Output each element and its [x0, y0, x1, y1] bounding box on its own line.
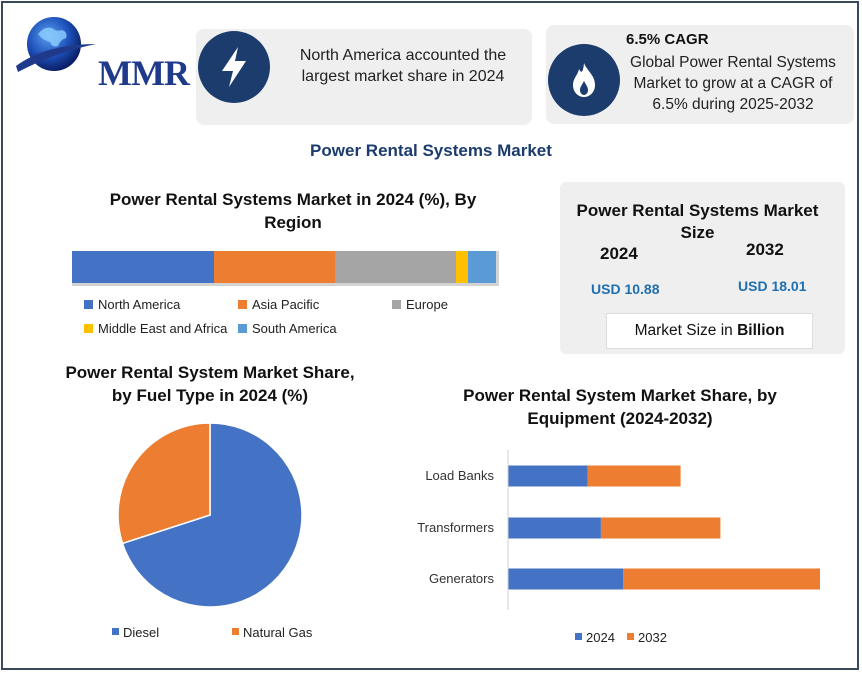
fuel-pie-chart: Diesel Natural Gas	[112, 422, 313, 640]
highlight-cagr: 6.5% CAGR Global Power Rental Systems Ma…	[546, 25, 854, 124]
market-size-title: Power Rental Systems Market Size	[576, 201, 819, 242]
region-stacked-bar	[72, 251, 499, 286]
legend-swatch	[238, 324, 247, 333]
market-size-panel: Power Rental Systems Market Size 2024 20…	[560, 182, 845, 354]
legend-label: Europe	[406, 297, 448, 312]
equipment-legend-swatch	[627, 633, 634, 640]
region-segment-north-america	[72, 251, 215, 283]
logo-text: MMR	[98, 53, 190, 93]
pie-slice-natural-gas	[117, 422, 211, 545]
cagr-text: Global Power Rental Systems Market to gr…	[630, 54, 836, 113]
legend-swatch	[392, 300, 401, 309]
equipment-chart-title: Power Rental System Market Share, by Equ…	[463, 386, 777, 428]
region-legend-item: Middle East and Africa	[84, 321, 227, 336]
lightning-icon	[198, 31, 270, 103]
region-segment-south-america	[468, 251, 496, 283]
mmr-logo: MMR	[14, 14, 190, 93]
page-title: Power Rental Systems Market	[310, 141, 552, 160]
unit-bold: Billion	[737, 322, 785, 339]
unit-prefix: Market Size in	[634, 322, 738, 339]
equipment-bar-2024	[508, 568, 624, 590]
value-2024: USD 10.88	[591, 281, 660, 297]
equipment-bar-2024	[508, 465, 588, 487]
equipment-legend-label: 2024	[586, 630, 615, 645]
region-segment-middle-east-and-africa	[455, 251, 469, 283]
globe-icon	[16, 17, 96, 72]
pie-legend-label: Diesel	[123, 625, 159, 640]
legend-label: Middle East and Africa	[98, 321, 228, 336]
region-legend-item: Asia Pacific	[238, 297, 319, 312]
equipment-category-label: Generators	[429, 571, 495, 586]
year-2032-label: 2032	[746, 240, 784, 259]
highlight-text: North America accounted the largest mark…	[299, 47, 507, 85]
legend-swatch	[84, 324, 93, 333]
pie-slice-diesel	[121, 422, 303, 608]
region-legend-item: North America	[84, 297, 180, 312]
legend-swatch	[238, 300, 247, 309]
equipment-bar-2032	[623, 568, 820, 590]
legend-label: North America	[98, 297, 181, 312]
region-chart-title: Power Rental Systems Market in 2024 (%),…	[109, 190, 477, 232]
region-legend-item: South America	[238, 321, 337, 336]
equipment-bar-2024	[508, 517, 601, 539]
fuel-chart-title: Power Rental System Market Share, by Fue…	[65, 363, 355, 405]
equipment-category-label: Transformers	[417, 520, 494, 535]
equipment-category-label: Load Banks	[425, 468, 494, 483]
flame-icon	[548, 44, 620, 116]
year-2024-label: 2024	[600, 244, 638, 263]
region-segment-europe	[334, 251, 456, 283]
pie-legend-swatch	[112, 628, 119, 635]
region-legend-item: Europe	[392, 297, 448, 312]
equipment-legend-label: 2032	[638, 630, 667, 645]
unit-label: Market Size in Billion	[606, 313, 813, 349]
equipment-bar-2032	[587, 465, 681, 487]
pie-legend-swatch	[232, 628, 239, 635]
legend-label: Asia Pacific	[252, 297, 320, 312]
equipment-legend-swatch	[575, 633, 582, 640]
pie-legend-label: Natural Gas	[243, 625, 313, 640]
legend-label: South America	[252, 321, 337, 336]
equipment-bar-chart: Load Banks Transformers Generators 2024 2032	[417, 450, 820, 645]
legend-swatch	[84, 300, 93, 309]
region-segment-asia-pacific	[214, 251, 335, 283]
equipment-bar-2032	[600, 517, 721, 539]
cagr-title: 6.5% CAGR	[626, 31, 709, 48]
highlight-north-america: North America accounted the largest mark…	[196, 29, 532, 125]
value-2032: USD 18.01	[738, 278, 807, 294]
